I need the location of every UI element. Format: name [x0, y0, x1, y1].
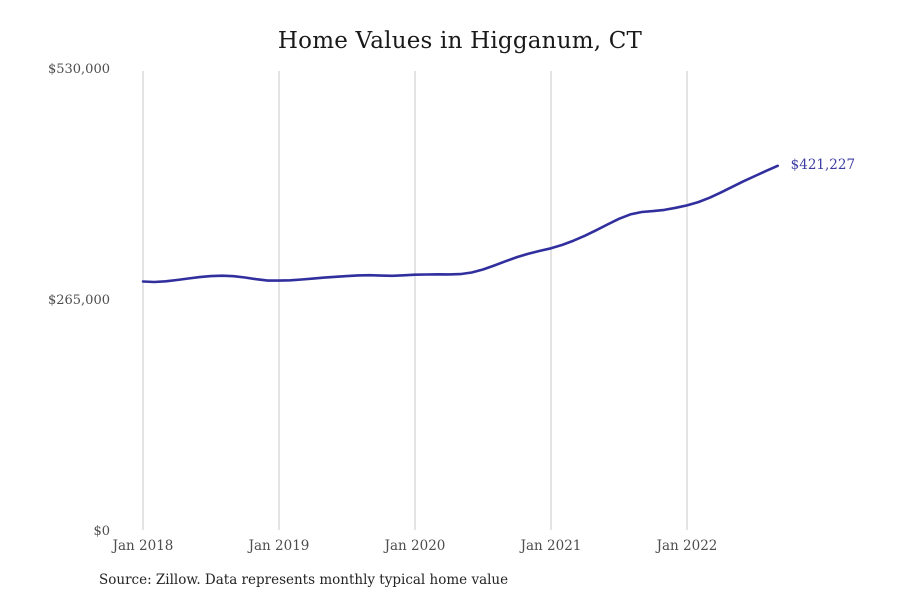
vertical-gridlines: [142, 71, 688, 530]
chart-title: Home Values in Higganum, CT: [277, 28, 643, 54]
x-tick-label: Jan 2020: [384, 538, 446, 554]
y-tick-label: $0: [93, 524, 110, 539]
home-value-line: [141, 164, 779, 284]
x-tick-label: Jan 2019: [248, 538, 310, 554]
latest-value-label: $421,227: [790, 156, 856, 173]
x-tick-label: Jan 2018: [112, 538, 174, 554]
x-tick-label: Jan 2022: [656, 538, 718, 554]
source-note: Source: Zillow. Data represents monthly …: [99, 572, 509, 588]
y-tick-label: $265,000: [47, 293, 110, 308]
x-tick-label: Jan 2021: [520, 538, 582, 554]
y-tick-label: $530,000: [47, 62, 110, 77]
